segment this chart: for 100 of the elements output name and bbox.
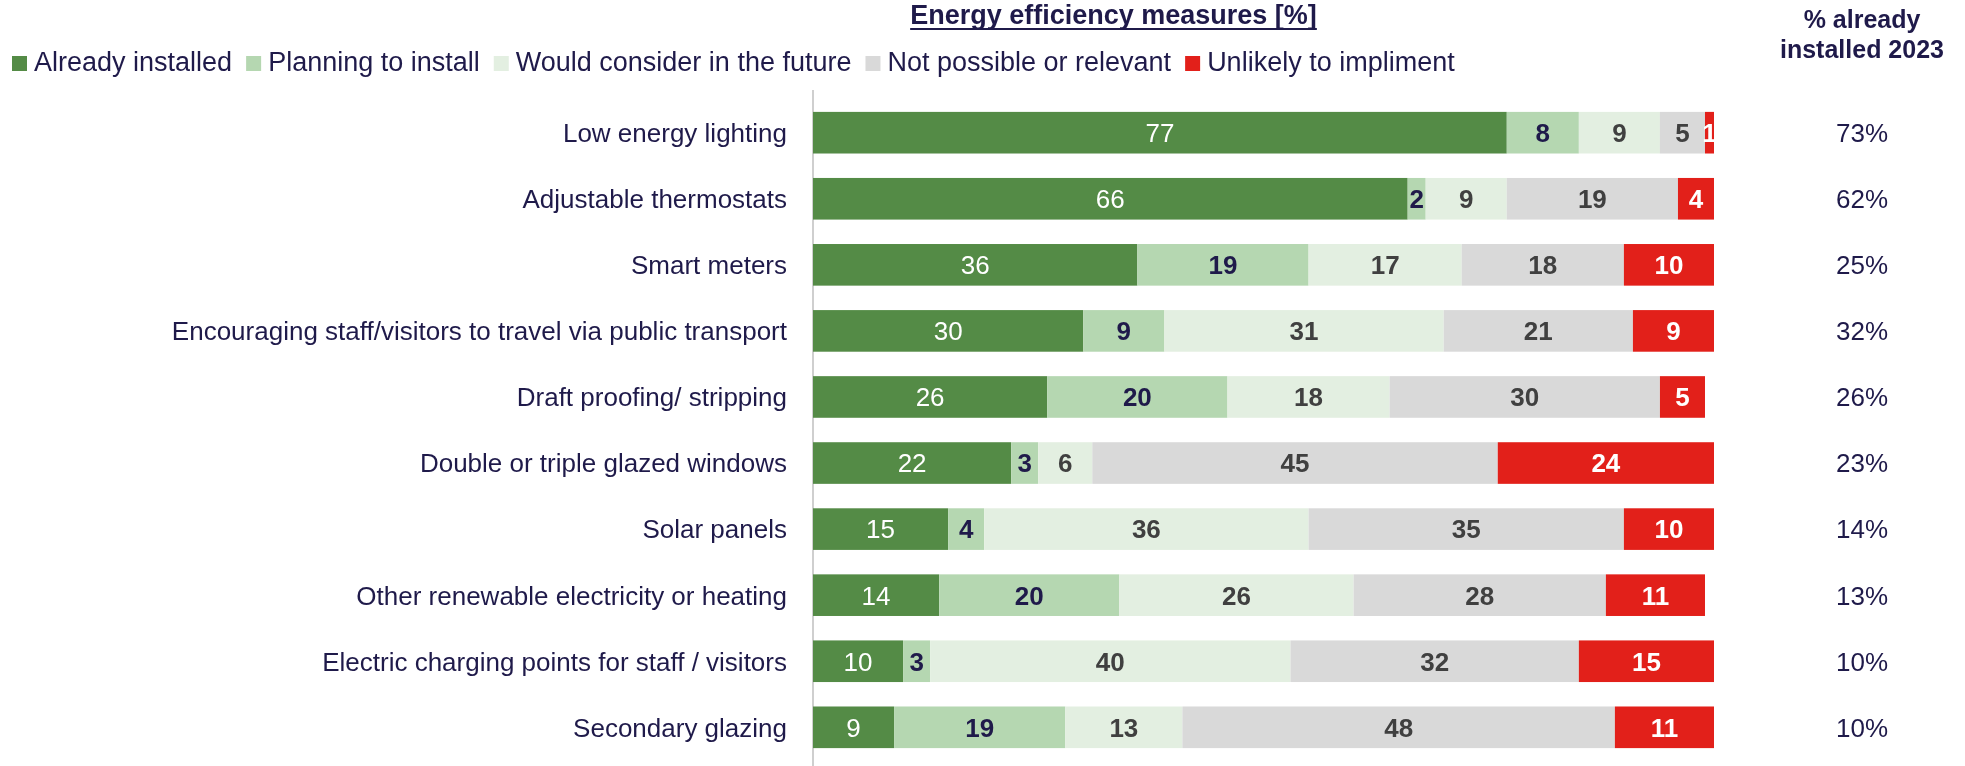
data-label: 66 xyxy=(1095,184,1125,215)
data-label: 26 xyxy=(1222,580,1251,611)
data-label: 20 xyxy=(1014,580,1044,611)
text: 23% xyxy=(1835,448,1889,479)
data-label: 21 xyxy=(1523,316,1553,347)
bar xyxy=(894,706,1066,749)
y-tick-label: Secondary glazing xyxy=(573,712,787,743)
bar xyxy=(813,111,1507,154)
y-tick-label: Double or triple glazed windows xyxy=(419,448,787,479)
y-tick-label: Other renewable electricity or heating xyxy=(356,580,787,611)
bar xyxy=(1506,177,1678,220)
data-label: 9 xyxy=(1666,316,1681,347)
bar xyxy=(1677,177,1714,220)
text: 32% xyxy=(1835,316,1889,347)
y-tick-label: Electric charging points for staff / visitors xyxy=(322,646,787,677)
data-label: 11 xyxy=(1641,580,1670,611)
text: 10% xyxy=(1835,646,1889,677)
y-tick-label: Draft proofing/ stripping xyxy=(516,382,787,413)
bar xyxy=(948,508,985,550)
bar xyxy=(1065,706,1183,749)
bar xyxy=(1605,574,1705,616)
bar xyxy=(813,640,904,683)
bar xyxy=(1659,376,1705,418)
text: 26% xyxy=(1835,382,1889,413)
data-label: 14 xyxy=(861,580,891,611)
data-label: 10 xyxy=(1654,250,1684,281)
data-label: 18 xyxy=(1294,382,1324,413)
text: 13% xyxy=(1835,580,1889,611)
data-label: 19 xyxy=(965,712,995,743)
data-label: 22 xyxy=(897,448,927,479)
data-label: 4 xyxy=(1688,184,1704,215)
bar xyxy=(813,508,949,550)
bar xyxy=(1461,244,1624,286)
bar xyxy=(1182,706,1615,749)
bar xyxy=(1353,574,1606,616)
text: % already installed 2023 xyxy=(1780,5,1944,63)
bar xyxy=(1623,508,1714,550)
data-label: 35 xyxy=(1451,514,1481,545)
bar xyxy=(1425,177,1507,220)
legend-label: Would consider in the future xyxy=(515,47,852,77)
y-tick-label: Solar panels xyxy=(642,514,787,545)
text: 10% xyxy=(1835,712,1889,743)
bar xyxy=(1038,442,1093,484)
bar xyxy=(1623,244,1714,286)
data-label: 26 xyxy=(915,382,945,413)
data-label: 11 xyxy=(1650,712,1679,743)
bar xyxy=(1164,310,1444,352)
data-label: 15 xyxy=(1631,646,1661,677)
y-tick-label: Encouraging staff/visitors to travel via public transport xyxy=(171,316,788,347)
bar xyxy=(930,640,1291,683)
bar xyxy=(813,574,940,616)
bar xyxy=(1308,508,1624,550)
legend-label: Already installed xyxy=(34,47,233,77)
data-label: 77 xyxy=(1145,118,1175,149)
data-label: 40 xyxy=(1095,646,1125,677)
bar xyxy=(813,706,895,749)
bar xyxy=(984,508,1309,550)
bar xyxy=(1632,310,1714,352)
y-tick-label: Low energy lighting xyxy=(562,118,787,149)
data-label: 32 xyxy=(1420,646,1450,677)
data-label: 19 xyxy=(1208,250,1238,281)
data-label: 8 xyxy=(1535,118,1551,149)
bar xyxy=(1614,706,1714,749)
data-label: 45 xyxy=(1280,448,1310,479)
data-label: 30 xyxy=(1510,382,1540,413)
data-label: 36 xyxy=(1131,514,1161,545)
text: 62% xyxy=(1835,184,1889,215)
bar xyxy=(1137,244,1309,286)
y-tick-label: Smart meters xyxy=(630,250,787,281)
data-label: 5 xyxy=(1675,118,1690,149)
y-tick-label: Adjustable thermostats xyxy=(522,184,787,215)
bar xyxy=(939,574,1120,616)
bar xyxy=(813,310,1084,352)
data-label: 31 xyxy=(1289,316,1319,347)
bar xyxy=(1290,640,1579,683)
bar xyxy=(1659,111,1705,154)
bar xyxy=(1497,442,1714,484)
data-label: 36 xyxy=(960,250,990,281)
data-label: 10 xyxy=(1654,514,1684,545)
data-label: 24 xyxy=(1591,448,1621,479)
bar xyxy=(1083,310,1165,352)
bar xyxy=(1578,111,1660,154)
bar xyxy=(813,177,1408,220)
bar xyxy=(1047,376,1228,418)
data-label: 3 xyxy=(909,646,924,677)
text: 73% xyxy=(1835,118,1889,149)
bar xyxy=(813,244,1138,286)
text: 14% xyxy=(1835,514,1889,545)
bar xyxy=(813,442,1012,484)
data-label: 15 xyxy=(866,514,896,545)
data-label: 9 xyxy=(1612,118,1627,149)
data-label: 28 xyxy=(1465,580,1495,611)
bar xyxy=(1389,376,1660,418)
data-label: 10 xyxy=(843,646,873,677)
data-label: 9 xyxy=(1116,316,1132,347)
data-label: 17 xyxy=(1370,250,1400,281)
bar xyxy=(1092,442,1498,484)
data-label: 19 xyxy=(1577,184,1607,215)
data-label: 3 xyxy=(1017,448,1032,479)
data-label: 6 xyxy=(1058,448,1073,479)
